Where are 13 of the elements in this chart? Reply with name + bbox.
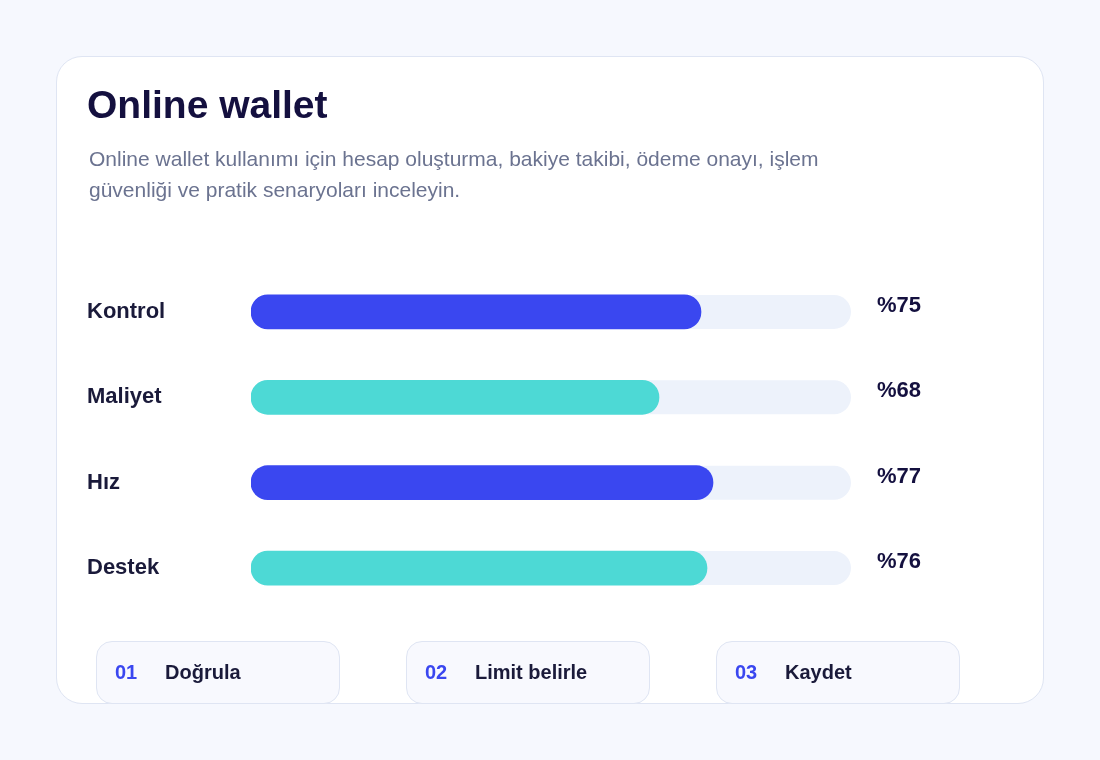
text: 01 Doğrula bbox=[115, 661, 241, 683]
data-label: %76 bbox=[877, 548, 922, 574]
chart-subtitle: Online wallet kullanımı için hesap oluşturma, bakiye takibi, ödeme onayı, işlem güvenliği ve pratik senaryoları inceleyin. bbox=[89, 146, 820, 203]
text: 02 Limit belirle bbox=[425, 661, 588, 683]
y-tick-label: Destek bbox=[87, 554, 160, 580]
data-label: %75 bbox=[877, 291, 922, 317]
data-label: %77 bbox=[877, 462, 922, 488]
chart-title: Online wallet bbox=[87, 83, 328, 127]
y-tick-label: Hız bbox=[87, 468, 120, 494]
text: 03 Kaydet bbox=[735, 661, 852, 683]
y-tick-label: Kontrol bbox=[87, 297, 166, 323]
data-label: %68 bbox=[877, 377, 922, 403]
y-tick-label: Maliyet bbox=[87, 383, 163, 409]
